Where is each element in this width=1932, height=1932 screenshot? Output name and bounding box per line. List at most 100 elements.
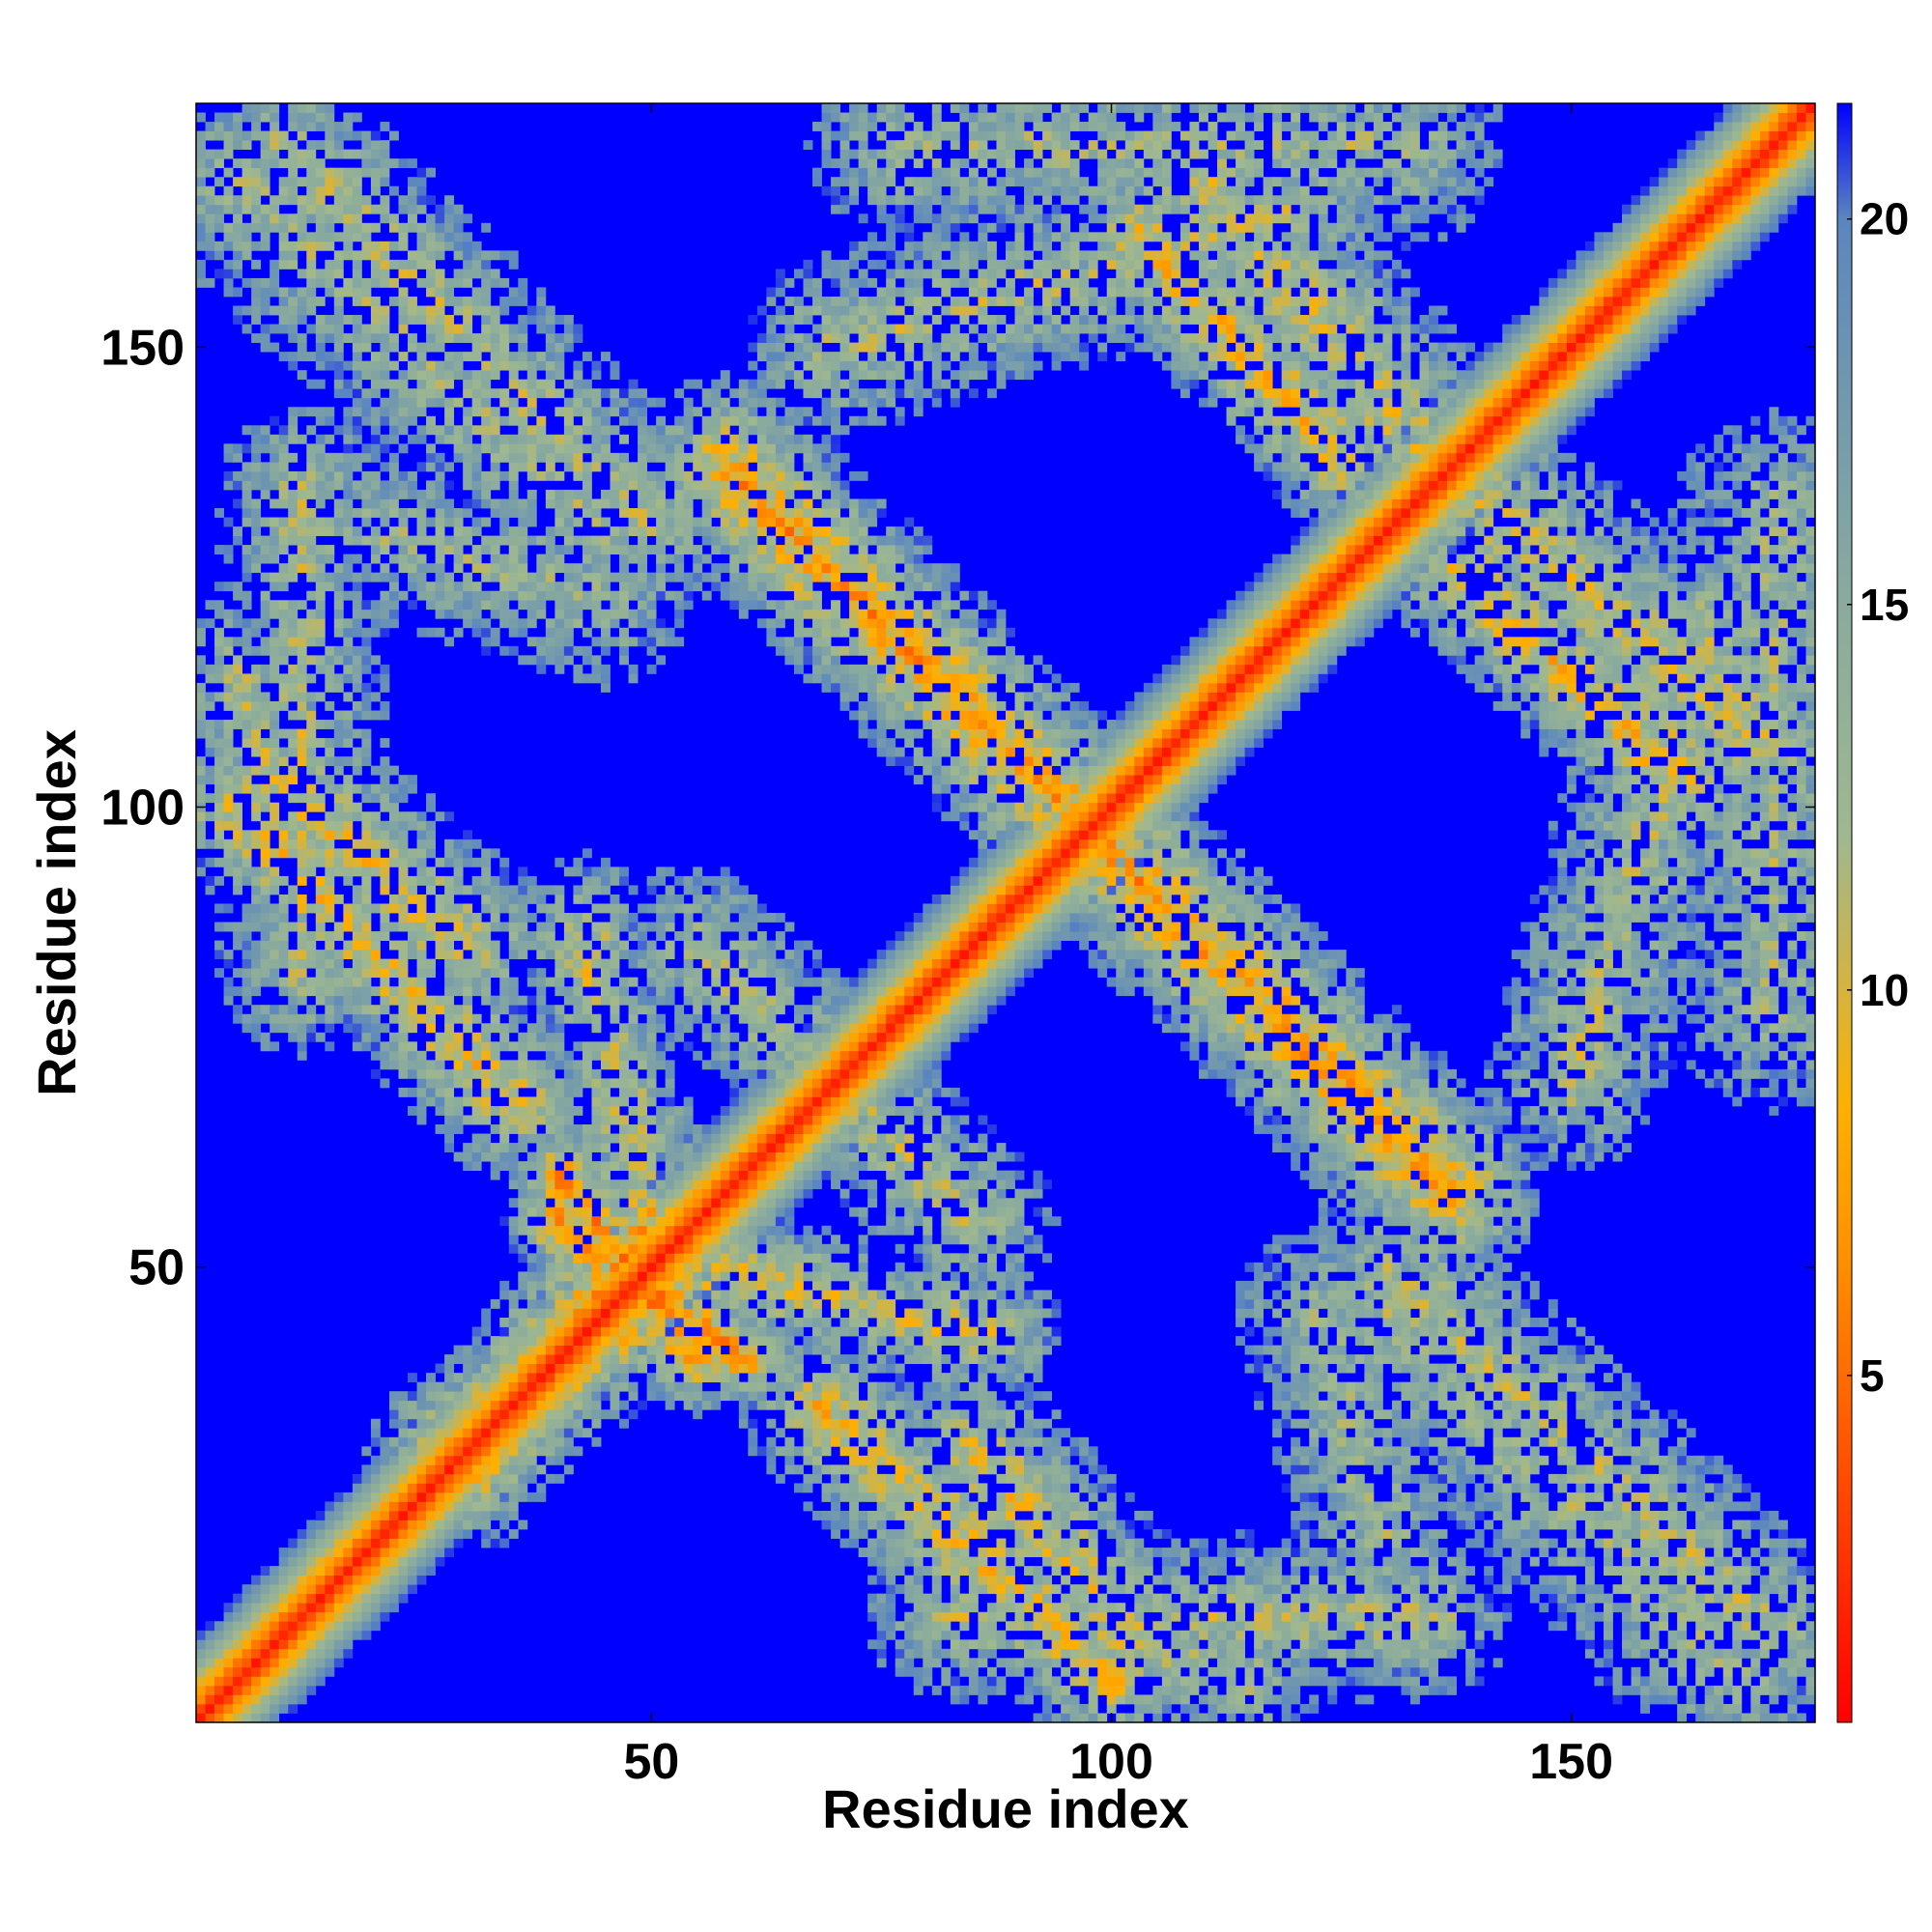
heatmap-cell [481, 480, 492, 491]
heatmap-cell [471, 305, 482, 316]
heatmap-cell [408, 572, 417, 582]
heatmap-cell [233, 498, 243, 509]
heatmap-cell [729, 1262, 740, 1272]
heatmap-cell [536, 1409, 547, 1420]
heatmap-cell [683, 489, 694, 499]
heatmap-cell [315, 517, 326, 527]
heatmap-cell [343, 783, 354, 794]
heatmap-cell [481, 434, 492, 444]
heatmap-cell [619, 1336, 629, 1346]
heatmap-cell [260, 1611, 270, 1622]
heatmap-cell [352, 968, 362, 979]
heatmap-cell [352, 287, 362, 298]
heatmap-cell [270, 664, 280, 674]
heatmap-cell [545, 627, 555, 638]
heatmap-cell [288, 986, 298, 997]
heatmap-cell [380, 517, 390, 527]
heatmap-cell [518, 940, 528, 951]
heatmap-cell [674, 637, 685, 647]
heatmap-cell [278, 1685, 289, 1695]
heatmap-cell [573, 1446, 583, 1457]
heatmap-cell [416, 894, 427, 904]
heatmap-cell [426, 370, 436, 381]
heatmap-cell [260, 673, 270, 684]
heatmap-cell [628, 1041, 639, 1052]
heatmap-cell [408, 222, 417, 233]
heatmap-cell [408, 940, 417, 951]
heatmap-cell [693, 894, 703, 904]
heatmap-cell [343, 867, 354, 877]
heatmap-cell [582, 1409, 592, 1420]
heatmap-cell [756, 1363, 767, 1374]
heatmap-cell [711, 1198, 722, 1208]
heatmap-cell [490, 352, 500, 362]
heatmap-cell [554, 1363, 565, 1374]
heatmap-cell [720, 370, 730, 381]
heatmap-cell [435, 462, 445, 472]
heatmap-cell [518, 462, 528, 472]
heatmap-cell [463, 508, 473, 518]
heatmap-cell [720, 1013, 730, 1024]
heatmap-cell [297, 986, 307, 997]
heatmap-cell [352, 1529, 362, 1539]
heatmap-cell [260, 885, 270, 895]
heatmap-cell [490, 1501, 500, 1512]
heatmap-cell [278, 830, 289, 840]
heatmap-cell [233, 783, 243, 794]
heatmap-cell [297, 480, 307, 491]
heatmap-cell [444, 1124, 455, 1134]
heatmap-cell [380, 1060, 390, 1070]
heatmap-cell [711, 1124, 722, 1134]
heatmap-cell [380, 167, 390, 178]
heatmap-cell [665, 1068, 675, 1079]
heatmap-cell [665, 1345, 675, 1355]
heatmap-cell [499, 894, 510, 904]
heatmap-cell [288, 185, 298, 196]
heatmap-cell [601, 407, 611, 417]
heatmap-cell [352, 1556, 362, 1567]
heatmap-cell [408, 1520, 417, 1530]
heatmap-cell [343, 222, 354, 233]
heatmap-cell [526, 931, 537, 941]
heatmap-cell [242, 1630, 252, 1640]
heatmap-cell [756, 554, 767, 564]
heatmap-cell [628, 1078, 639, 1089]
heatmap-cell [388, 1566, 399, 1577]
heatmap-cell [343, 563, 354, 574]
heatmap-cell [270, 1005, 280, 1015]
heatmap-cell [490, 1336, 500, 1346]
heatmap-cell [720, 582, 730, 592]
heatmap-cell [270, 720, 280, 729]
heatmap-cell [729, 1005, 740, 1015]
heatmap-cell [628, 1087, 639, 1097]
heatmap-cell [674, 1318, 685, 1327]
heatmap-cell [601, 645, 611, 656]
heatmap-cell [260, 1603, 270, 1613]
heatmap-cell [720, 1326, 730, 1337]
heatmap-cell [343, 1584, 354, 1595]
heatmap-cell [490, 498, 500, 509]
heatmap-cell [343, 470, 354, 481]
heatmap-cell [701, 950, 712, 960]
heatmap-cell [738, 894, 749, 904]
heatmap-cell [711, 508, 722, 518]
heatmap-cell [288, 489, 298, 499]
heatmap-cell [463, 407, 473, 417]
heatmap-cell [278, 452, 289, 463]
heatmap-cell [646, 452, 657, 463]
heatmap-cell [601, 627, 611, 638]
heatmap-cell [729, 535, 740, 546]
heatmap-cell [656, 903, 667, 914]
heatmap-cell [665, 995, 675, 1006]
heatmap-cell [453, 1510, 464, 1520]
heatmap-cell [674, 508, 685, 518]
heatmap-cell [297, 296, 307, 306]
heatmap-cell [205, 277, 215, 288]
heatmap-cell [388, 1060, 399, 1070]
heatmap-cell [251, 296, 262, 306]
heatmap-cell [315, 922, 326, 932]
heatmap-cell [435, 554, 445, 564]
heatmap-cell [591, 1243, 602, 1254]
heatmap-cell [278, 728, 289, 739]
heatmap-cell [463, 903, 473, 914]
